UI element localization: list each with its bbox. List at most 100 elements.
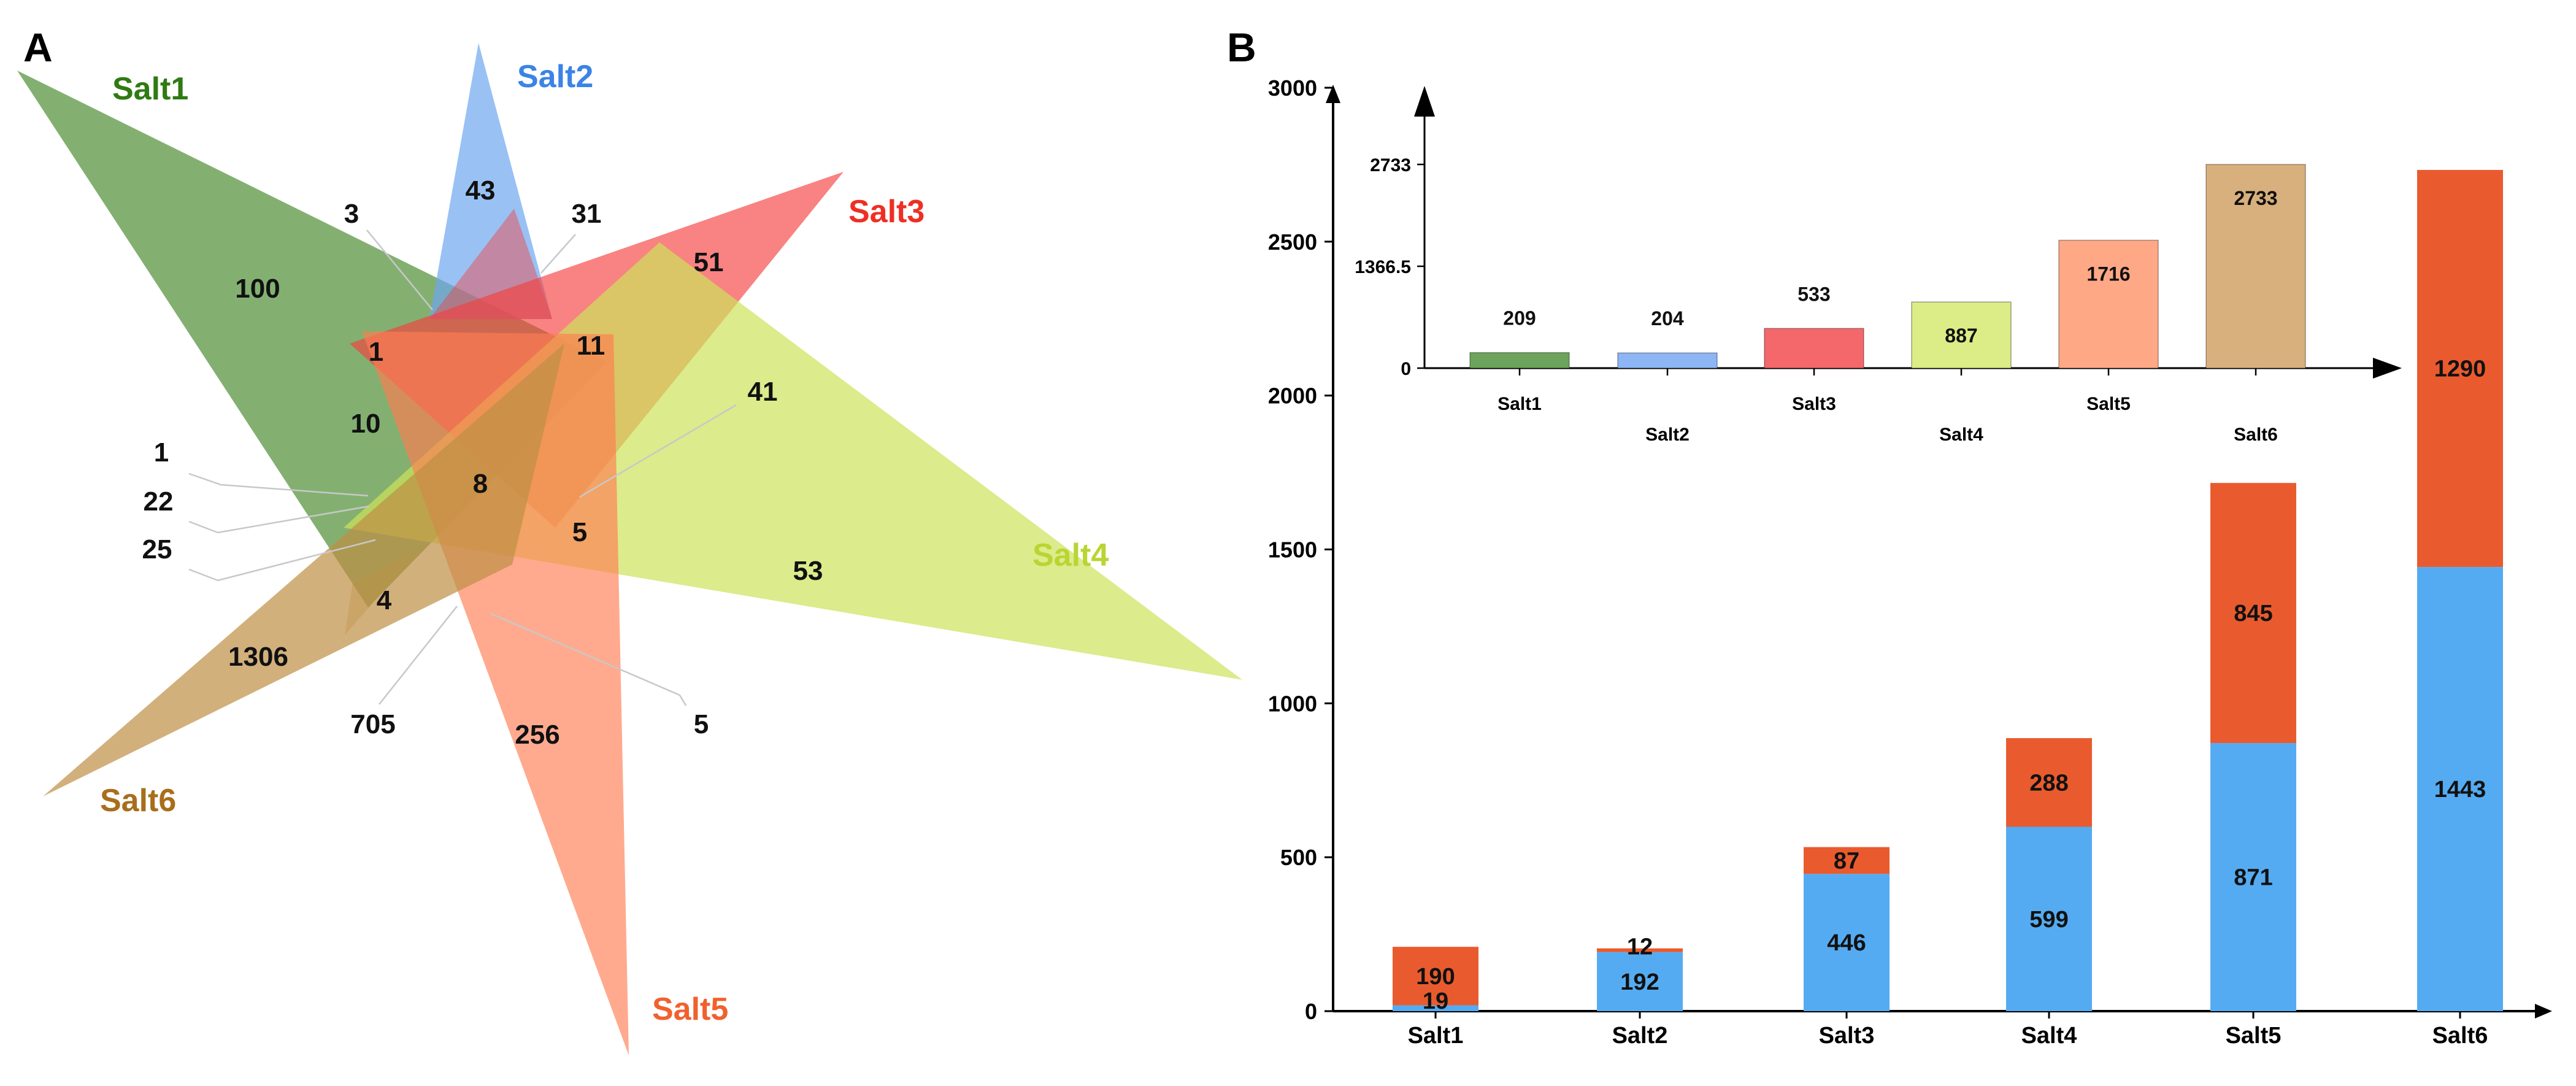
panel-a-letter: A xyxy=(23,25,53,70)
main-x-tick-label: Salt2 xyxy=(1612,1023,1668,1049)
inset-x-tick-label: Salt3 xyxy=(1792,394,1836,414)
venn-count-25: 25 xyxy=(142,534,172,564)
leader-41 xyxy=(579,404,737,498)
venn-label-salt3: Salt3 xyxy=(848,194,925,229)
bar-salt5-lower-label: 871 xyxy=(2234,865,2272,891)
venn-count-1-left: 1 xyxy=(154,437,169,468)
venn-salt5-inner-overlay xyxy=(345,549,420,635)
inset-bar-chart: 0 1366.5 2733 209 Salt1 204 Salt2 533 Salt3 887 S… xyxy=(1355,86,2402,445)
bar-salt1-lower xyxy=(1393,1005,1478,1011)
bar-salt3-lower xyxy=(1804,874,1890,1011)
bar-salt1-lower-label: 19 xyxy=(1423,988,1448,1014)
bar-salt4-lower-label: 599 xyxy=(2029,907,2068,933)
bar-salt5-lower xyxy=(2210,743,2296,1011)
bar-salt5-upper xyxy=(2210,483,2296,744)
inset-bar-salt2 xyxy=(1617,352,1718,369)
venn-label-salt4: Salt4 xyxy=(1032,537,1109,573)
venn-count-4: 4 xyxy=(377,585,392,615)
inset-x-tick-label: Salt5 xyxy=(2086,394,2131,414)
main-x-tick-label: Salt6 xyxy=(2432,1023,2488,1049)
venn-diagram: A Salt1 Salt2 Salt3 Salt4 Salt5 Salt6 10… xyxy=(17,25,1242,1055)
venn-count-salt3-only: 51 xyxy=(694,247,724,277)
venn-salt2-tip-overlay xyxy=(429,209,552,319)
venn-count-3: 3 xyxy=(344,199,359,229)
inset-bar-salt6-label: 2733 xyxy=(2234,187,2277,209)
main-x-tick-label: Salt4 xyxy=(2021,1023,2077,1049)
leader-25 xyxy=(188,539,376,582)
inset-y-tick-label: 2733 xyxy=(1370,155,1411,175)
venn-salt2-triangle xyxy=(429,43,552,319)
inset-x-axis-arrow xyxy=(2373,358,2402,379)
bar-salt1-upper-label: 190 xyxy=(1416,964,1455,990)
inset-bar-salt6 xyxy=(2205,164,2306,369)
main-y-tick-label: 500 xyxy=(1280,845,1317,870)
venn-count-salt1-only: 100 xyxy=(235,274,280,304)
leader-22 xyxy=(188,505,370,534)
venn-label-salt6: Salt6 xyxy=(100,783,176,818)
bar-salt6-upper xyxy=(2417,169,2503,568)
venn-label-salt5: Salt5 xyxy=(652,992,728,1027)
bar-salt4-upper xyxy=(2006,738,2092,827)
inset-bar-salt5-label: 1716 xyxy=(2086,263,2130,285)
leader-3 xyxy=(366,229,433,310)
inset-bars: 209 Salt1 204 Salt2 533 Salt3 887 Salt4 1716 Salt… xyxy=(1469,164,2306,445)
inset-x-tick-label: Salt4 xyxy=(1939,425,1983,445)
bar-salt3-lower-label: 446 xyxy=(1827,930,1866,956)
bar-salt3-upper-label: 87 xyxy=(1834,848,1859,874)
venn-count-8: 8 xyxy=(473,469,488,499)
inset-bar-salt3-label: 533 xyxy=(1797,283,1830,305)
main-y-axis-arrow xyxy=(1326,85,1340,103)
leader-5-lower xyxy=(490,612,687,706)
inset-y-tick-label: 0 xyxy=(1401,359,1411,379)
venn-count-1-inner: 1 xyxy=(369,337,383,367)
bar-salt3-upper xyxy=(1804,847,1890,874)
main-y-tick-label: 2000 xyxy=(1268,383,1317,409)
venn-salt6-triangle xyxy=(43,344,564,796)
venn-count-salt6-only: 1306 xyxy=(228,642,288,672)
venn-label-salt1: Salt1 xyxy=(112,71,188,107)
bar-salt2-upper xyxy=(1597,948,1683,952)
inset-x-tick-label: Salt6 xyxy=(2234,425,2278,445)
inset-bar-salt4-label: 887 xyxy=(1945,325,1977,347)
main-x-tick-label: Salt5 xyxy=(2226,1023,2282,1049)
main-y-tick-label: 0 xyxy=(1305,999,1317,1024)
main-x-tick-label: Salt3 xyxy=(1819,1023,1875,1049)
inset-bar-salt3 xyxy=(1764,328,1864,369)
bar-salt6-upper-label: 1290 xyxy=(2434,356,2486,382)
venn-count-salt2-only: 43 xyxy=(466,175,496,206)
bar-salt2-lower-label: 192 xyxy=(1620,969,1659,995)
main-y-ticks: 0 500 1000 1500 2000 2500 3000 xyxy=(1268,75,1333,1024)
bar-salt5-upper-label: 845 xyxy=(2234,601,2272,626)
inset-y-axis-arrow xyxy=(1414,86,1435,117)
inset-bar-salt1 xyxy=(1469,352,1570,369)
venn-label-salt2: Salt2 xyxy=(517,59,593,94)
venn-count-5-lower: 5 xyxy=(694,709,709,739)
venn-count-10: 10 xyxy=(351,409,381,439)
inset-bar-salt5 xyxy=(2058,239,2159,369)
inset-bar-salt2-label: 204 xyxy=(1651,307,1684,329)
bar-salt2-lower xyxy=(1597,952,1683,1011)
inset-bar-salt1-label: 209 xyxy=(1503,307,1536,329)
inset-y-tick-label: 1366.5 xyxy=(1355,257,1411,277)
inset-bar-salt4 xyxy=(1911,301,2012,369)
venn-count-22: 22 xyxy=(144,487,174,517)
main-y-tick-label: 2500 xyxy=(1268,229,1317,255)
bar-salt4-lower xyxy=(2006,826,2092,1011)
main-y-tick-label: 3000 xyxy=(1268,75,1317,101)
venn-count-salt4-only: 53 xyxy=(793,556,823,586)
venn-count-705: 705 xyxy=(350,709,395,739)
leader-31 xyxy=(540,234,576,274)
leader-705 xyxy=(379,606,458,705)
bar-salt6-lower xyxy=(2417,567,2503,1011)
venn-count-11: 11 xyxy=(577,331,606,361)
bar-salt2-upper-label: 12 xyxy=(1627,934,1653,960)
main-y-tick-label: 1000 xyxy=(1268,691,1317,716)
venn-count-31: 31 xyxy=(572,199,602,229)
panel-b-letter: B xyxy=(1227,25,1256,70)
main-x-axis-arrow xyxy=(2535,1004,2552,1019)
inset-x-tick-label: Salt1 xyxy=(1498,394,1542,414)
leader-1-left xyxy=(188,472,369,497)
